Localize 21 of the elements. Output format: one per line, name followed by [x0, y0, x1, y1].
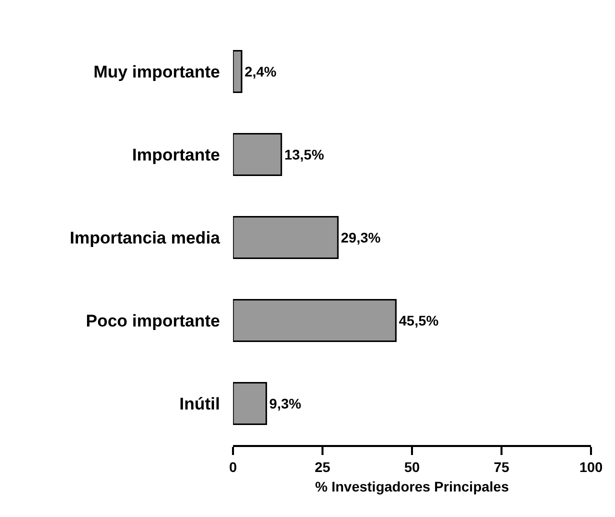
x-tick-label: 50 — [404, 458, 420, 475]
y-tick-label: Importancia media — [70, 228, 221, 248]
x-axis-title: % Investigadores Principales — [315, 478, 510, 495]
y-tick-label: Poco importante — [86, 311, 220, 330]
data-label: 2,4% — [244, 64, 278, 80]
x-tick-label: 75 — [494, 458, 510, 475]
y-tick-label: Importante — [132, 145, 220, 164]
bar — [233, 382, 268, 425]
x-tick-label: 100 — [579, 458, 603, 475]
y-tick-label: Muy importante — [93, 62, 220, 82]
bar — [233, 299, 397, 342]
x-tick-label: 25 — [314, 458, 330, 475]
data-label: 29,3% — [340, 230, 382, 246]
bar — [233, 50, 242, 93]
data-label: 45,5% — [398, 312, 440, 328]
x-tick-label: 0 — [229, 458, 238, 475]
y-tick-label: Inútil — [179, 394, 220, 414]
bar — [233, 216, 339, 259]
data-label: 9,3% — [269, 396, 302, 412]
data-label: 13,5% — [284, 146, 325, 162]
bar — [233, 133, 282, 176]
